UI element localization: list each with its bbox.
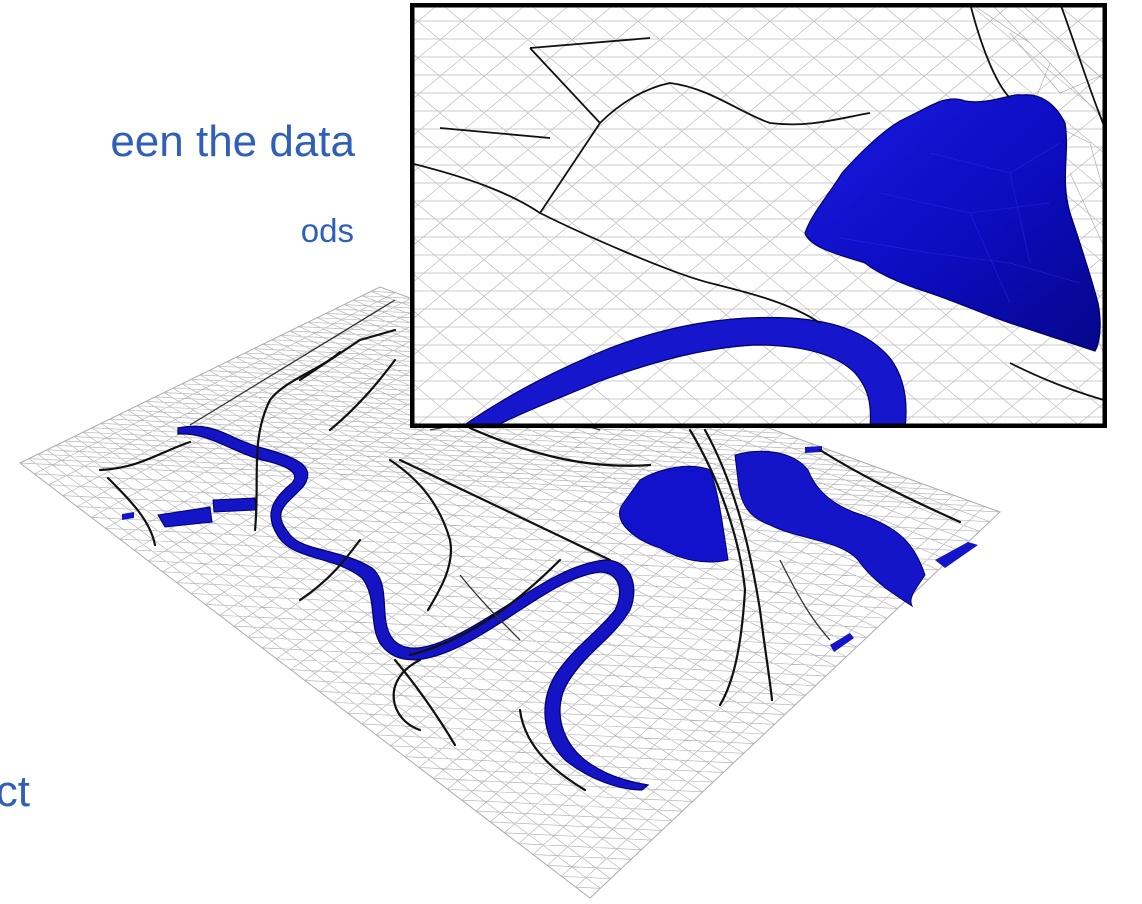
pond-left-1 xyxy=(157,506,213,528)
slide-text-line-2: ods xyxy=(300,212,354,249)
inset-roads xyxy=(410,3,1107,402)
pond-right-3 xyxy=(805,446,822,453)
pond-left-2 xyxy=(212,497,257,513)
river xyxy=(177,425,650,791)
roads xyxy=(98,328,962,792)
slide-text-line-3: ct xyxy=(0,767,30,816)
inset-lake xyxy=(804,94,1101,352)
pond-right-1 xyxy=(935,542,978,568)
water-bodies xyxy=(122,425,978,791)
inset-zoom-view xyxy=(410,3,1107,428)
lake-right xyxy=(734,450,926,608)
pond-right-2 xyxy=(830,633,854,652)
inset-lake-facets xyxy=(839,142,1081,304)
pond-left-3 xyxy=(122,512,134,520)
lake-left xyxy=(619,465,729,563)
slide-text-line-1: een the data xyxy=(110,117,355,166)
inset-border xyxy=(410,3,1107,428)
